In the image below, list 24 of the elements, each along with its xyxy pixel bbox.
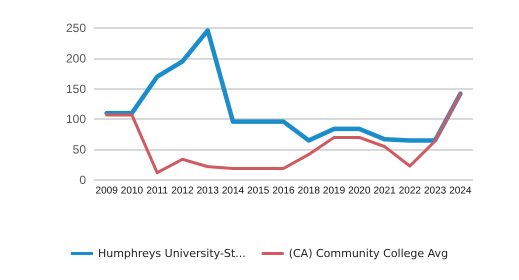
y-tick-label: 50 xyxy=(72,142,86,157)
x-tick-label: 2014 xyxy=(222,186,245,196)
legend-label: Humphreys University-St... xyxy=(98,247,246,260)
x-tick-label: 2018 xyxy=(298,186,320,196)
x-tick-label: 2010 xyxy=(120,186,144,196)
x-tick-label: 2015 xyxy=(247,186,270,196)
x-tick-label: 2023 xyxy=(424,186,447,196)
x-tick-label: 2016 xyxy=(272,186,296,196)
x-tick-label: 2013 xyxy=(196,186,220,196)
y-tick-label: 250 xyxy=(66,21,86,35)
x-tick-label: 2011 xyxy=(146,186,168,196)
x-tick-label: 2020 xyxy=(348,186,371,196)
x-tick-label: 2021 xyxy=(373,186,396,196)
line-series xyxy=(105,92,462,174)
legend-label: (CA) Community College Avg xyxy=(288,247,448,260)
x-tick-label: 2019 xyxy=(322,186,346,196)
x-tick-label: 2022 xyxy=(398,186,422,196)
y-tick-label: 0 xyxy=(79,173,86,187)
x-tick-label: 2012 xyxy=(171,186,194,196)
x-tick-label: 2009 xyxy=(96,186,118,196)
x-tick-label: 2024 xyxy=(449,186,472,196)
y-tick-label: 100 xyxy=(66,112,86,126)
y-tick-label: 200 xyxy=(66,51,86,66)
y-tick-label: 150 xyxy=(66,82,86,96)
